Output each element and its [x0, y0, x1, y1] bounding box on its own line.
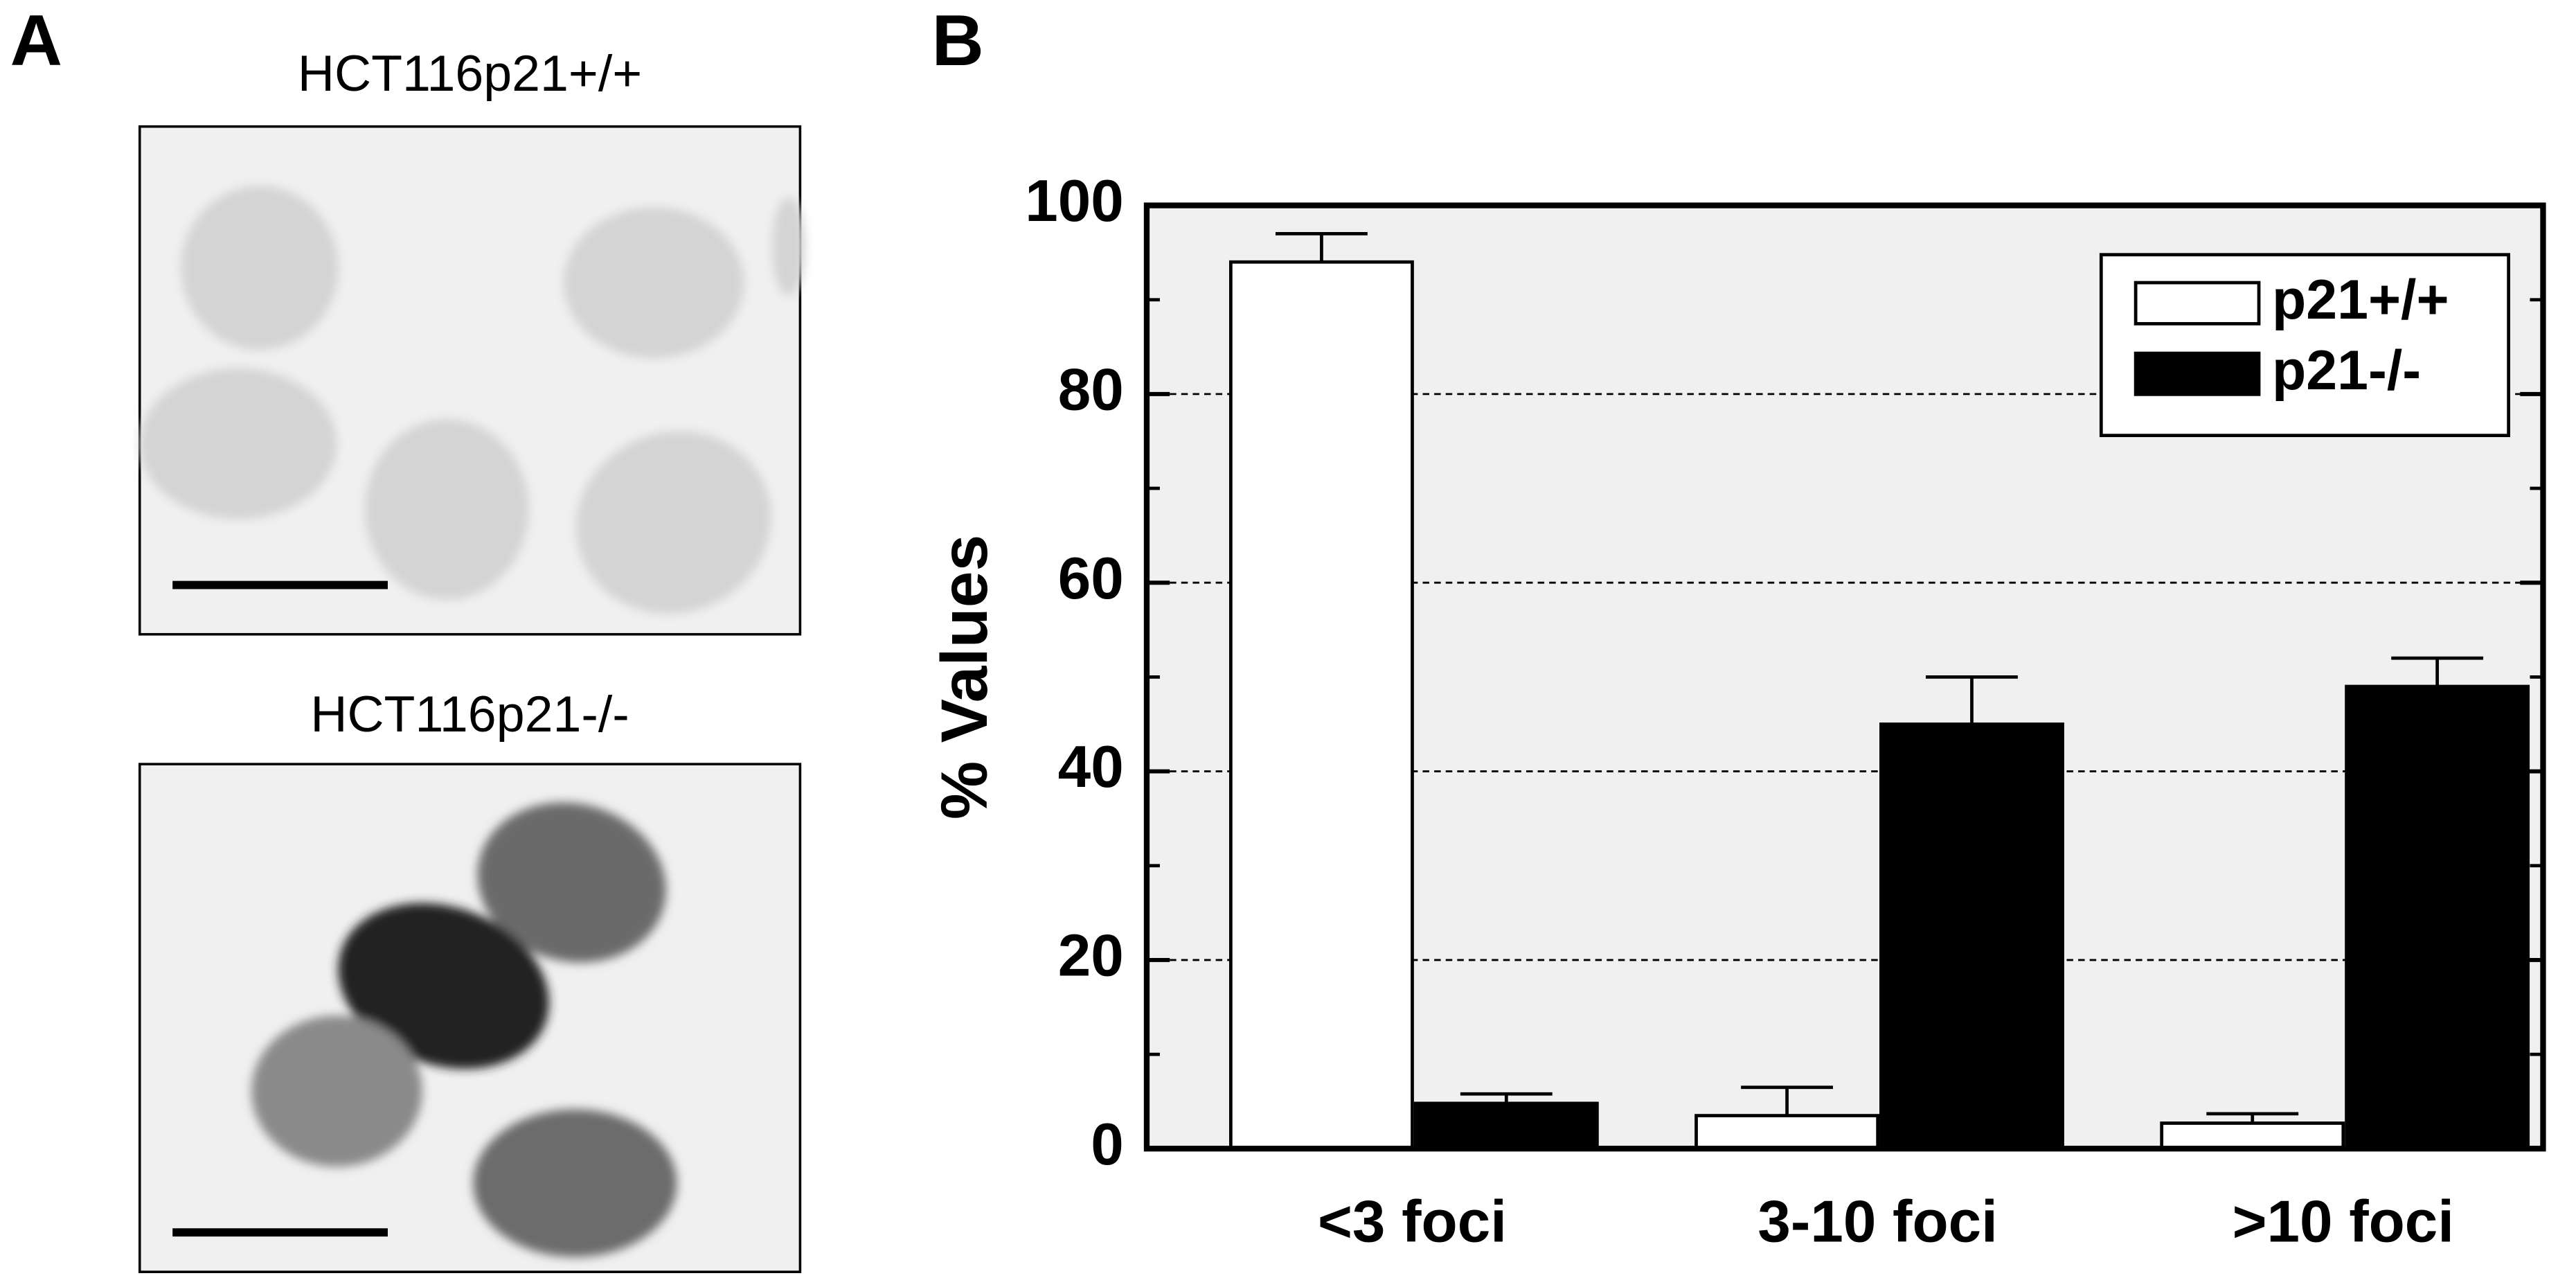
y-tick-label: 0 — [1091, 1112, 1124, 1178]
micrograph — [138, 763, 802, 1273]
image-title: HCT116p21-/- — [310, 685, 629, 743]
y-tick-label: 100 — [1025, 168, 1123, 234]
micrograph — [138, 125, 805, 636]
y-tick-label: 60 — [1058, 546, 1124, 612]
plot-frame — [1143, 202, 2546, 1152]
legend-label: p21-/- — [2272, 339, 2421, 402]
x-tick-label: <3 foci — [1318, 1189, 1507, 1254]
bar — [1694, 1114, 1880, 1151]
x-tick-label: >10 foci — [2233, 1189, 2454, 1254]
bar — [2345, 684, 2530, 1151]
bar — [1879, 722, 2064, 1151]
y-axis-label: % Values — [928, 535, 1001, 819]
bar — [1228, 260, 1414, 1151]
panel-label: A — [10, 1, 62, 81]
bar — [2160, 1121, 2345, 1151]
image-title: HCT116p21+/+ — [298, 44, 642, 102]
legend-label: p21+/+ — [2272, 269, 2449, 331]
bar — [1413, 1101, 1599, 1151]
y-tick-label: 20 — [1058, 923, 1124, 988]
y-tick-label: 40 — [1058, 734, 1124, 800]
y-tick-label: 80 — [1058, 357, 1124, 423]
x-tick-label: 3-10 foci — [1757, 1189, 1997, 1254]
legend-swatch — [2134, 351, 2261, 396]
panel-label: B — [931, 1, 983, 81]
legend-swatch — [2134, 281, 2261, 326]
